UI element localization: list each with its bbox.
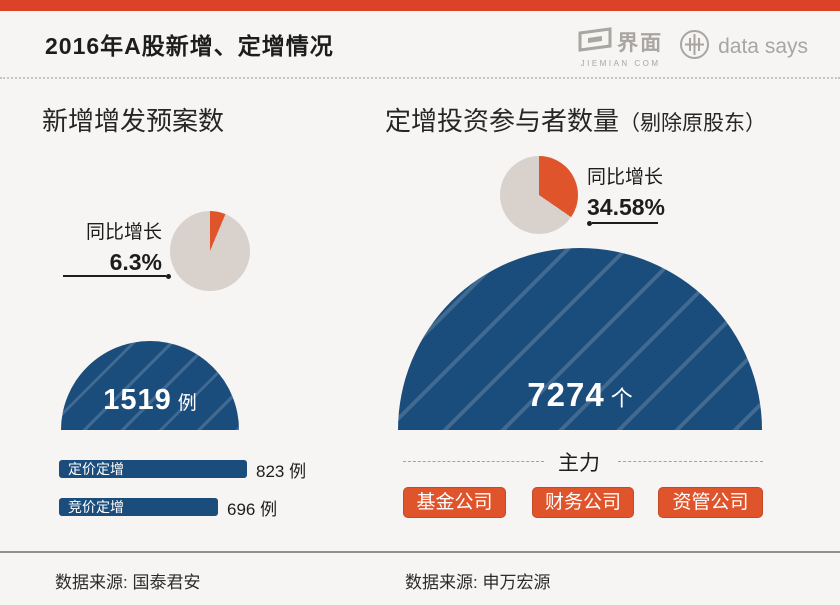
- left-total-unit: 例: [177, 393, 197, 414]
- bar-fixed-price-value: 823 例: [256, 461, 307, 481]
- jiemian-logo: 界面 JIEMIAN COM: [578, 27, 663, 68]
- bar-auction-price-value: 696 例: [227, 499, 278, 519]
- datasays-logo-text: data says: [718, 35, 808, 58]
- right-section-title-main: 定增投资参与者数量: [385, 106, 620, 136]
- right-total: 7274 个: [398, 376, 762, 414]
- left-growth-pie: [170, 211, 250, 291]
- right-growth-caption: 同比增长: [587, 167, 664, 188]
- jiemian-logo-text: 界面: [617, 32, 664, 55]
- main-force-dash-right: [618, 461, 763, 462]
- bar-row: 竞价定增 696 例: [59, 498, 277, 519]
- right-semicircle: 7274 个: [398, 248, 762, 430]
- bar-fixed-price: 定价定增: [59, 460, 247, 478]
- left-semicircle: 1519 例: [61, 341, 239, 430]
- right-pointer-dot: [587, 221, 592, 226]
- right-section-title: 定增投资参与者数量（剔除原股东）: [385, 101, 766, 138]
- right-section-title-note: （剔除原股东）: [619, 112, 767, 135]
- datasays-pulse-icon: [679, 29, 710, 65]
- left-section-title: 新增增发预案数: [42, 106, 225, 136]
- left-growth-label: 同比增长 6.3%: [40, 217, 162, 276]
- left-pointer-line: [63, 275, 166, 277]
- chip-asset-mgmt-company: 资管公司: [658, 487, 763, 518]
- header-separator: [0, 77, 840, 79]
- accent-top-bar: [0, 0, 840, 11]
- left-pointer-dot: [166, 274, 171, 279]
- datasays-logo: data says: [679, 29, 808, 65]
- jiemian-logo-subtext: JIEMIAN COM: [580, 59, 661, 68]
- right-total-value: 7274: [527, 376, 605, 413]
- right-pointer-line: [592, 222, 658, 224]
- bar-auction-price: 竞价定增: [59, 498, 218, 516]
- left-data-source: 数据来源: 国泰君安: [55, 573, 201, 592]
- chip-finance-company: 财务公司: [532, 487, 634, 518]
- left-total-value: 1519: [103, 384, 172, 416]
- logo-group: 界面 JIEMIAN COM data says: [578, 27, 808, 68]
- left-growth-caption: 同比增长: [85, 222, 162, 243]
- chip-fund-company: 基金公司: [403, 487, 506, 518]
- bar-row: 定价定增 823 例: [59, 460, 306, 481]
- jiemian-brackets-icon: [578, 27, 612, 57]
- right-growth-label: 同比增长 34.58%: [587, 162, 665, 221]
- page-title: 2016年A股新增、定增情况: [45, 33, 334, 59]
- right-data-source: 数据来源: 申万宏源: [405, 573, 551, 592]
- footer-separator: [0, 551, 840, 553]
- main-force-label: 主力: [558, 452, 600, 475]
- main-force-dash-left: [403, 461, 544, 462]
- right-growth-value: 34.58%: [587, 194, 666, 220]
- right-growth-pie: [500, 156, 578, 234]
- right-total-unit: 个: [610, 386, 633, 411]
- left-total: 1519 例: [61, 384, 239, 417]
- left-growth-value: 6.3%: [109, 249, 162, 275]
